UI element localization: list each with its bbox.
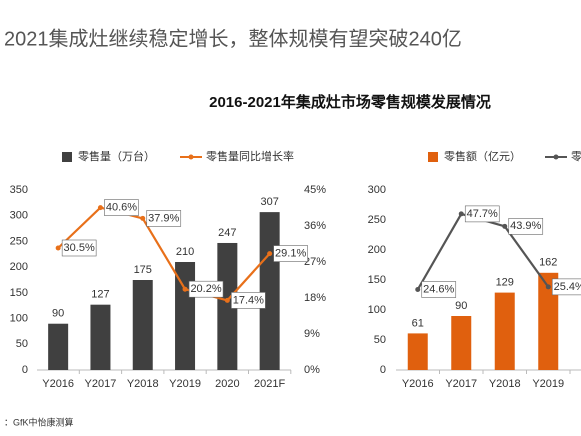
x-tick-label: Y2016	[402, 378, 434, 390]
legend-label: 零售量同比增长率	[206, 149, 294, 163]
bar-label: 247	[218, 227, 236, 239]
line-marker	[182, 286, 188, 292]
legend-label: 零售额（亿元）	[444, 149, 521, 163]
x-tick-label: Y2018	[127, 378, 159, 390]
label-box	[551, 278, 581, 296]
bar-label: 129	[496, 277, 514, 289]
label-box	[231, 292, 266, 309]
y2-tick-label: 36%	[304, 220, 326, 232]
line-marker	[415, 286, 421, 292]
y-tick-label: 0	[22, 364, 28, 376]
label-box	[464, 205, 500, 223]
line-label: 29.1%	[275, 248, 306, 260]
bar-label: 127	[91, 289, 109, 301]
y-tick-label: 350	[10, 184, 28, 196]
line-label: 40.6%	[106, 202, 137, 214]
bar-label: 61	[412, 317, 424, 329]
y-tick-label: 300	[10, 210, 28, 222]
line-marker	[458, 211, 464, 217]
bar-label: 210	[176, 246, 194, 258]
y-tick-label: 300	[368, 184, 386, 196]
line-marker	[545, 284, 551, 290]
y-tick-label: 150	[10, 287, 28, 299]
line-marker	[140, 215, 146, 221]
bar	[538, 272, 559, 370]
x-tick-label: 2021F	[254, 378, 285, 390]
line-marker	[97, 205, 103, 211]
line-label: 20.2%	[190, 283, 221, 295]
label-box	[421, 281, 457, 298]
x-tick-label: Y2018	[489, 378, 521, 390]
bar	[217, 242, 238, 370]
bar	[494, 292, 515, 370]
x-tick-label: 2020	[215, 378, 239, 390]
source: ：GfK中怡康测算	[4, 416, 74, 427]
legend-swatch	[428, 152, 438, 162]
bar	[132, 280, 153, 370]
bar	[451, 316, 472, 370]
label-box	[104, 199, 139, 216]
y-tick-label: 200	[10, 261, 28, 273]
bar-label: 175	[134, 264, 152, 276]
line-marker	[224, 297, 230, 303]
y-tick-label: 100	[10, 312, 28, 324]
line-marker	[267, 251, 273, 257]
y2-tick-label: 0%	[304, 364, 320, 376]
y2-tick-label: 18%	[304, 292, 326, 304]
x-tick-label: Y2019	[532, 378, 564, 390]
line-marker	[502, 223, 508, 229]
y-tick-label: 0	[380, 364, 386, 376]
bar-label: 307	[260, 196, 278, 208]
line-label: 43.9%	[510, 220, 541, 232]
line-marker	[55, 245, 61, 251]
legend-label: 零售量（万台）	[78, 149, 155, 163]
bar-label: 90	[455, 300, 467, 312]
line-label: 24.6%	[423, 283, 454, 295]
y-tick-label: 200	[368, 244, 386, 256]
bar	[48, 323, 69, 370]
line-label: 25.4%	[554, 281, 581, 293]
legend-marker	[553, 154, 559, 160]
y-tick-label: 50	[16, 338, 28, 350]
label-box	[61, 239, 97, 257]
bar-label: 162	[539, 257, 557, 269]
line-label: 47.7%	[467, 208, 498, 220]
bar	[259, 212, 280, 370]
y2-tick-label: 27%	[304, 256, 326, 268]
x-tick-label: Y2017	[445, 378, 477, 390]
page-title: 2021集成灶继续稳定增长，整体规模有望突破240亿	[4, 27, 462, 50]
legend-marker	[188, 154, 194, 160]
x-tick-label: Y2019	[169, 378, 201, 390]
label-box	[146, 210, 182, 227]
y-tick-label: 250	[10, 235, 28, 247]
y-tick-label: 150	[368, 274, 386, 286]
label-box	[188, 280, 224, 298]
x-tick-label: Y2016	[42, 378, 74, 390]
legend-label: 零售	[571, 149, 581, 163]
y2-tick-label: 45%	[304, 184, 326, 196]
bar	[407, 333, 428, 370]
y-tick-label: 50	[374, 334, 386, 346]
label-box	[273, 245, 308, 262]
bar	[90, 304, 111, 370]
line-label: 37.9%	[148, 212, 179, 224]
y-tick-label: 100	[368, 304, 386, 316]
x-tick-label: Y2017	[85, 378, 117, 390]
legend-swatch	[62, 152, 72, 162]
line-label: 17.4%	[233, 294, 264, 306]
y2-tick-label: 9%	[304, 328, 320, 340]
y-tick-label: 250	[368, 214, 386, 226]
bar-label: 90	[52, 308, 64, 320]
chart-subtitle: 2016-2021年集成灶市场零售规模发展情况	[209, 93, 491, 111]
line-label: 30.5%	[64, 242, 95, 254]
label-box	[508, 218, 544, 235]
